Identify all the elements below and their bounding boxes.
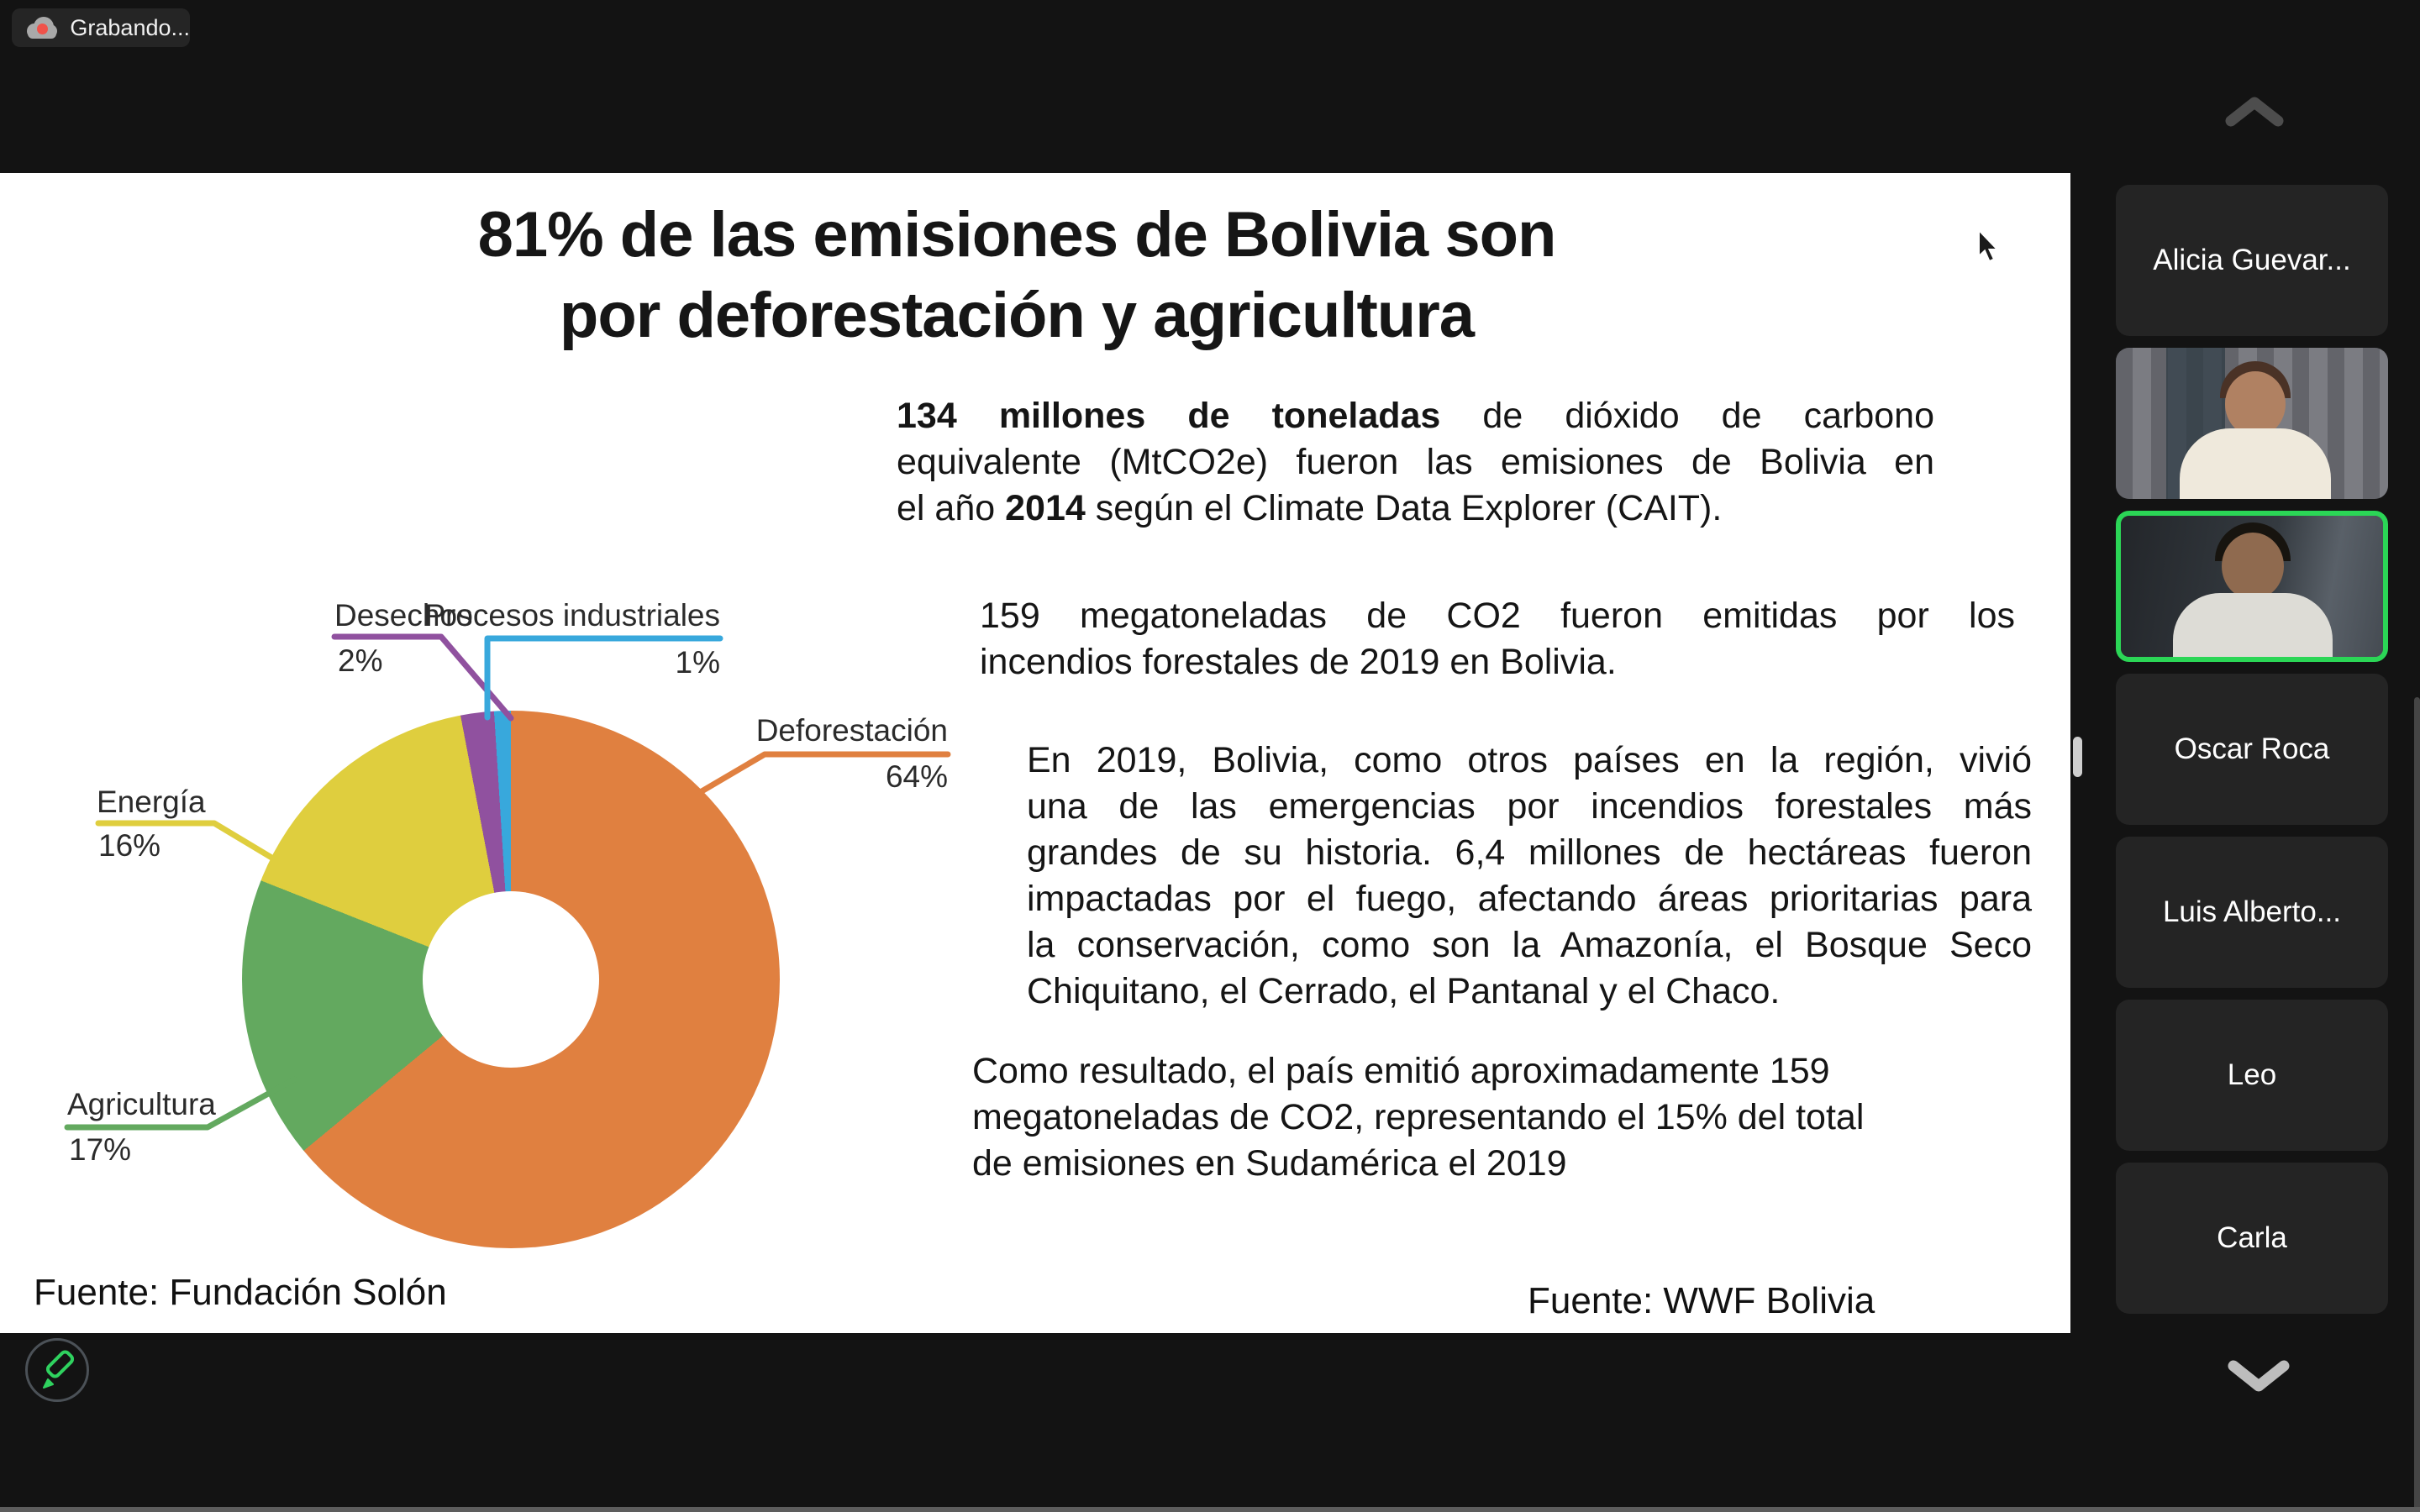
participant-tile-luis[interactable]: Luis Alberto... (2116, 837, 2388, 988)
participant-name: Carla (2217, 1221, 2287, 1254)
chevron-down-icon (2228, 1360, 2290, 1392)
label-deforestacion: Deforestación (755, 713, 948, 748)
participant-tile-carla[interactable]: Carla (2116, 1163, 2388, 1314)
pencil-icon (43, 1350, 75, 1389)
shared-screen-slide: 81% de las emisiones de Bolivia son por … (0, 173, 2070, 1333)
value-desechos: 2% (338, 643, 383, 678)
value-energia: 16% (98, 828, 161, 863)
panel-scroll-indicator[interactable] (2073, 737, 2082, 777)
participant-tile-leo[interactable]: Leo (2116, 1000, 2388, 1151)
donut-chart-hole (423, 891, 599, 1068)
value-agricultura: 17% (69, 1132, 132, 1167)
window-scrollbar[interactable] (2414, 697, 2420, 1512)
participant-tile-oscar[interactable]: Oscar Roca (2116, 674, 2388, 825)
label-procesos-industriales: Procesos industriales (424, 598, 720, 633)
slide-title-line1: 81% de las emisiones de Bolivia son (477, 199, 1557, 270)
label-agricultura: Agricultura (67, 1087, 216, 1121)
label-desechos: Desechos (334, 598, 473, 633)
value-deforestacion: 64% (885, 759, 948, 794)
paragraph-fires-description: En 2019, Bolivia, como otros países en l… (1027, 740, 2032, 1011)
participant-name: Leo (2227, 1058, 2277, 1091)
recording-label: Grabando... (70, 14, 190, 40)
participant-avatar (2225, 371, 2286, 437)
value-procesos-industriales: 1% (675, 645, 720, 680)
participant-avatar (2222, 533, 2284, 600)
paragraph-megatons-2019: 159 megatoneladas de CO2 fueron emitidas… (980, 596, 2015, 682)
participant-tile-alicia[interactable]: Alicia Guevar... (2116, 185, 2388, 336)
slide-title-line2: por deforestación y agricultura (559, 280, 1475, 351)
window-bottom-edge (0, 1507, 2420, 1512)
label-energia: Energía (97, 785, 206, 819)
cloud-recording-icon (25, 17, 58, 39)
participants-sidebar: Alicia Guevar... Oscar Roca Luis Alberto… (2116, 185, 2388, 1326)
participant-tile-video-active-speaker[interactable] (2116, 511, 2388, 662)
paragraph-result: Como resultado, el país emitió aproximad… (972, 1051, 1865, 1184)
annotate-button[interactable] (25, 1338, 89, 1402)
source-left: Fuente: Fundación Solón (34, 1272, 447, 1313)
chevron-up-icon (2225, 97, 2284, 127)
recording-badge[interactable]: Grabando... (12, 8, 190, 47)
mouse-cursor-pointer (1976, 228, 2007, 270)
paragraph-emissions-2014: 134 millones de toneladas de dióxido de … (897, 396, 1934, 528)
participant-name: Alicia Guevar... (2153, 244, 2351, 276)
slide-title: 81% de las emisiones de Bolivia son por … (0, 195, 2033, 356)
participant-name: Oscar Roca (2174, 732, 2330, 765)
participant-tile-video-1[interactable] (2116, 348, 2388, 499)
scroll-down-button[interactable] (2225, 1356, 2292, 1400)
source-right: Fuente: WWF Bolivia (1528, 1280, 1876, 1321)
scroll-up-button[interactable] (2223, 94, 2286, 135)
participant-name: Luis Alberto... (2162, 895, 2342, 928)
